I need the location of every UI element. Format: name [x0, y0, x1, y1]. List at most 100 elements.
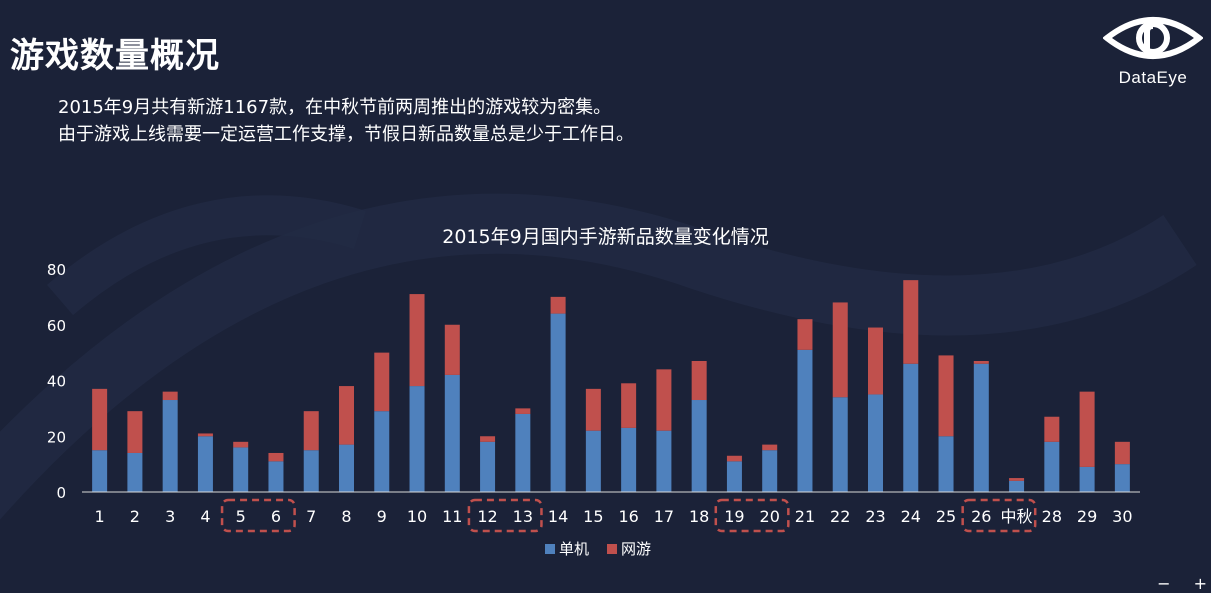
dataeye-logo: DataEye — [1101, 10, 1205, 88]
x-tick-label: 3 — [165, 507, 175, 526]
bar-online — [127, 411, 143, 453]
bar-online — [656, 369, 672, 431]
bar-single — [585, 430, 601, 492]
legend-swatch — [607, 544, 617, 554]
bar-online — [233, 441, 249, 448]
intro-line-2: 由于游戏上线需要一定运营工作支撑，节假日新品数量总是少于工作日。 — [58, 124, 634, 145]
x-tick-label: 25 — [936, 507, 956, 526]
bar-single — [409, 386, 425, 492]
bar-single — [374, 411, 390, 492]
bar-online — [515, 408, 531, 414]
bar-single — [92, 450, 108, 492]
bar-online — [444, 324, 460, 375]
legend-swatch — [545, 544, 555, 554]
bar-single — [832, 397, 848, 492]
x-tick-label: 20 — [760, 507, 780, 526]
bar-online — [1079, 391, 1095, 467]
bar-online — [585, 388, 601, 431]
bar-single — [339, 444, 354, 492]
bar-online — [621, 383, 637, 428]
x-tick-label: 23 — [865, 507, 885, 526]
x-tick-label: 5 — [236, 507, 246, 526]
bar-single — [550, 313, 566, 492]
x-tick-label: 7 — [306, 507, 316, 526]
x-tick-label: 8 — [341, 507, 351, 526]
legend-label: 网游 — [621, 540, 651, 558]
bar-single — [973, 363, 989, 492]
x-tick-label: 12 — [477, 507, 497, 526]
bar-single — [1079, 466, 1095, 492]
minus-icon[interactable]: − — [1157, 574, 1171, 593]
bar-single — [938, 436, 954, 492]
bar-single — [691, 400, 707, 492]
bar-online — [938, 355, 954, 437]
bar-single — [233, 447, 249, 492]
x-tick-label: 10 — [407, 507, 427, 526]
bar-online — [797, 319, 813, 350]
x-tick-label: 21 — [795, 507, 815, 526]
bar-online — [1044, 416, 1060, 442]
x-tick-label: 4 — [200, 507, 210, 526]
y-tick-label: 80 — [47, 261, 66, 279]
bar-online — [868, 327, 883, 395]
x-tick-label: 28 — [1042, 507, 1062, 526]
eye-logo-icon — [1102, 17, 1204, 59]
bar-online — [409, 294, 425, 387]
bar-online — [339, 386, 354, 445]
y-tick-label: 20 — [47, 428, 66, 446]
bar-online — [162, 391, 178, 401]
bar-single — [303, 450, 319, 492]
bar-single — [1114, 464, 1130, 492]
bar-single — [656, 430, 672, 492]
y-tick-label: 40 — [47, 373, 66, 391]
bar-online — [197, 433, 213, 437]
bar-single — [515, 413, 531, 492]
bar-online — [762, 444, 778, 451]
plus-icon[interactable]: + — [1193, 574, 1207, 593]
bar-single — [868, 394, 883, 492]
bar-single — [726, 461, 742, 492]
bar-online — [1009, 478, 1025, 481]
corner-controls[interactable]: − + — [1157, 574, 1207, 593]
bar-online — [303, 411, 319, 451]
chart-title: 2015年9月国内手游新品数量变化情况 — [442, 226, 769, 248]
bar-online — [374, 352, 390, 412]
x-tick-label: 11 — [442, 507, 462, 526]
bar-online — [726, 455, 742, 462]
bar-single — [444, 374, 460, 492]
bar-single — [1009, 480, 1025, 492]
x-tick-label: 17 — [654, 507, 674, 526]
page-title: 游戏数量概况 — [10, 36, 220, 76]
x-tick-label: 13 — [513, 507, 533, 526]
x-tick-label: 9 — [377, 507, 387, 526]
bar-single — [1044, 441, 1060, 492]
x-tick-label: 6 — [271, 507, 281, 526]
logo-text: DataEye — [1118, 68, 1188, 87]
x-tick-label: 22 — [830, 507, 850, 526]
x-tick-label: 18 — [689, 507, 709, 526]
highlight-box — [467, 498, 543, 533]
y-tick-label: 0 — [56, 484, 66, 502]
bar-single — [621, 427, 637, 492]
bar-online — [1114, 441, 1130, 465]
x-tick-label: 14 — [548, 507, 568, 526]
bar-single — [797, 349, 813, 492]
x-tick-label: 24 — [901, 507, 921, 526]
bar-online — [92, 388, 108, 451]
x-tick-label: 30 — [1112, 507, 1132, 526]
bar-online — [691, 360, 707, 401]
bar-single — [480, 441, 496, 492]
x-tick-label: 26 — [971, 507, 991, 526]
x-tick-label: 2 — [130, 507, 140, 526]
bar-online — [832, 302, 848, 398]
x-tick-label: 1 — [95, 507, 105, 526]
intro-text: 2015年9月共有新游1167款，在中秋节前两周推出的游戏较为密集。 由于游戏上… — [58, 94, 634, 148]
bar-single — [268, 461, 284, 492]
legend-label: 单机 — [559, 540, 589, 558]
x-tick-label: 15 — [583, 507, 603, 526]
bar-online — [550, 296, 566, 314]
bar-single — [127, 452, 143, 492]
bar-single — [197, 436, 213, 492]
intro-line-1: 2015年9月共有新游1167款，在中秋节前两周推出的游戏较为密集。 — [58, 97, 612, 118]
